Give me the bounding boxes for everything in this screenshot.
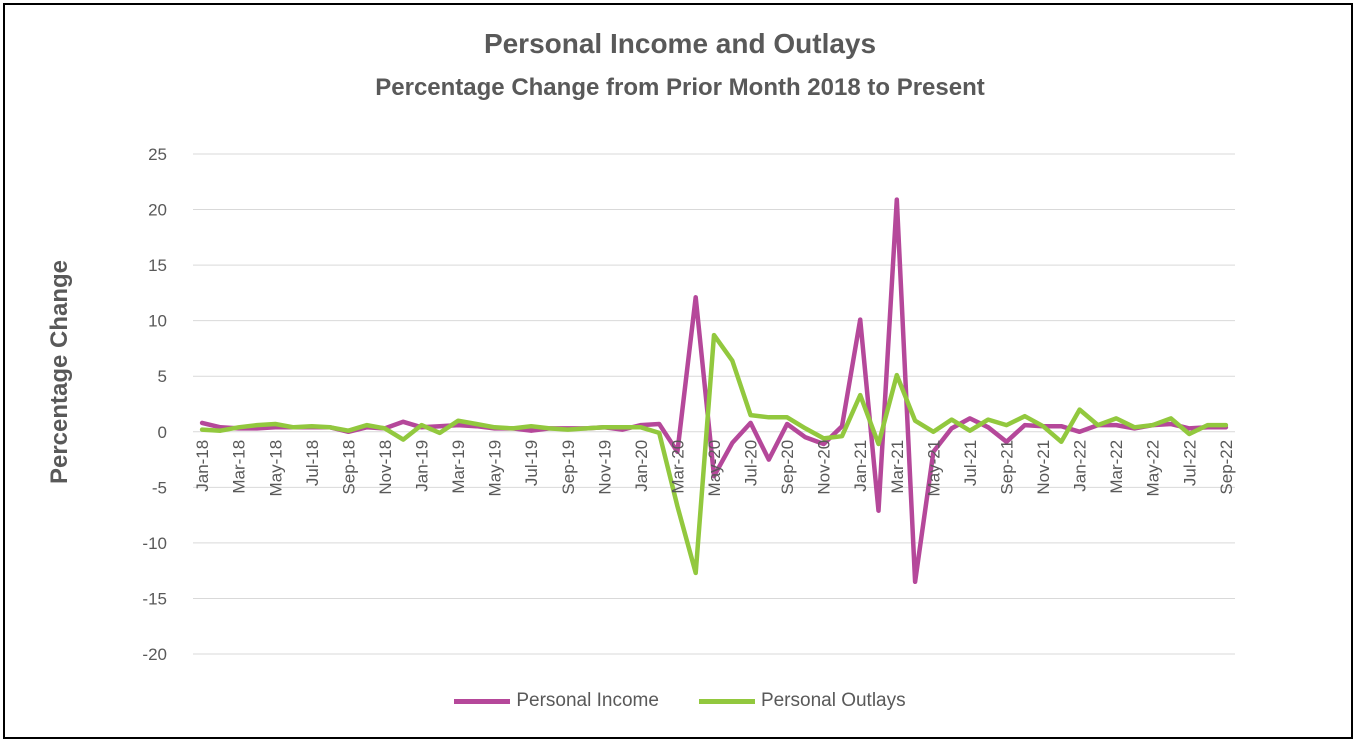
x-tick-label: Jul-21 [961, 440, 980, 486]
x-tick-label: Mar-18 [230, 440, 249, 494]
x-tick-label: Jan-20 [632, 440, 651, 492]
x-tick-label: May-20 [705, 440, 724, 497]
x-tick-label: Sep-22 [1217, 440, 1236, 495]
x-tick-label: Mar-19 [449, 440, 468, 494]
legend-swatch-personal-income [454, 698, 511, 704]
y-tick-label: 25 [148, 145, 167, 164]
x-tick-label: Sep-21 [998, 440, 1017, 495]
x-tick-label: May-18 [266, 440, 285, 497]
x-tick-label: Nov-21 [1034, 440, 1053, 495]
legend: Personal Income Personal Outlays [0, 690, 1360, 712]
x-tick-labels: Jan-18 Mar-18 May-18 Jul-18 Sep-18 Nov-18 Jan-… [193, 440, 1236, 497]
y-tick-label: -15 [142, 589, 167, 608]
x-tick-label: Nov-19 [595, 440, 614, 495]
y-tick-label: 10 [148, 312, 167, 331]
x-tick-label: Nov-20 [815, 440, 834, 495]
legend-swatch-personal-outlays [698, 698, 755, 704]
chart-frame [3, 3, 1353, 739]
x-tick-label: Jan-21 [851, 440, 870, 492]
series-line-personal-income [199, 197, 1229, 585]
x-tick-label: Mar-21 [888, 440, 907, 494]
series-line-personal-outlays [199, 332, 1229, 576]
y-tick-label: 5 [158, 367, 167, 386]
x-tick-label: Sep-20 [778, 440, 797, 495]
legend-item-personal-income: Personal Income [454, 690, 659, 712]
y-tick-label: -5 [152, 478, 167, 497]
x-tick-label: Jul-22 [1180, 440, 1199, 486]
legend-item-personal-outlays: Personal Outlays [698, 690, 906, 712]
x-tick-label: Jan-19 [413, 440, 432, 492]
series-lines [199, 197, 1229, 585]
x-tick-label: Mar-22 [1107, 440, 1126, 494]
x-tick-label: Jan-22 [1071, 440, 1090, 492]
x-tick-label: May-22 [1144, 440, 1163, 497]
x-tick-label: Sep-18 [339, 440, 358, 495]
x-tick-label: Sep-19 [559, 440, 578, 495]
y-tick-label: 15 [148, 256, 167, 275]
x-tick-label: Jul-20 [742, 440, 761, 486]
y-tick-label: 20 [148, 201, 167, 220]
x-tick-label: Jan-18 [193, 440, 212, 492]
y-tick-label: -20 [142, 645, 167, 664]
chart-subtitle: Percentage Change from Prior Month 2018 … [375, 74, 985, 101]
y-tick-label: -10 [142, 534, 167, 553]
legend-label-personal-income: Personal Income [516, 690, 659, 711]
gridlines [193, 153, 1235, 655]
x-tick-label: Jul-19 [522, 440, 541, 486]
x-tick-label: Jul-18 [303, 440, 322, 486]
legend-label-personal-outlays: Personal Outlays [760, 690, 906, 711]
x-tick-label: May-21 [924, 440, 943, 497]
x-tick-label: Mar-20 [668, 440, 687, 494]
y-tick-label: 0 [158, 423, 167, 442]
x-tick-label: May-19 [486, 440, 505, 497]
chart-title: Personal Income and Outlays [483, 28, 877, 59]
y-tick-labels: 25 20 15 10 5 0 -5 -10 -15 -20 [142, 145, 167, 664]
x-tick-label: Nov-18 [376, 440, 395, 495]
